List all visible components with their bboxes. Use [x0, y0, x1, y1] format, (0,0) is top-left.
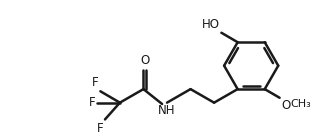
Text: F: F	[89, 96, 95, 109]
Text: HO: HO	[202, 18, 220, 31]
Text: CH₃: CH₃	[290, 99, 311, 109]
Text: O: O	[281, 99, 290, 112]
Text: O: O	[140, 54, 149, 67]
Text: F: F	[97, 122, 103, 135]
Text: F: F	[92, 76, 99, 89]
Text: NH: NH	[158, 104, 176, 117]
